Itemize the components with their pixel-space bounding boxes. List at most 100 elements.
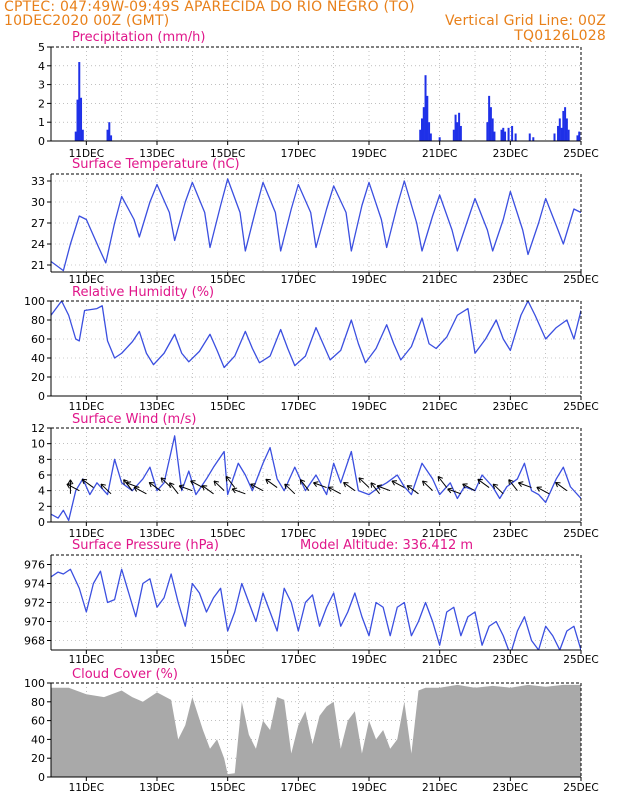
precip-bar bbox=[426, 95, 429, 141]
wind-arrow bbox=[67, 479, 74, 494]
y-tick-label: 40 bbox=[31, 352, 45, 365]
y-tick-label: 974 bbox=[24, 578, 45, 591]
x-tick-label: 21DEC bbox=[422, 274, 457, 286]
panel-title-pressure: Surface Pressure (hPa) bbox=[72, 538, 219, 553]
y-tick-label: 40 bbox=[31, 733, 45, 746]
x-tick-label: 21DEC bbox=[422, 654, 457, 666]
wind-arrow bbox=[231, 487, 246, 495]
precip-bar bbox=[429, 133, 432, 141]
wind-arrow bbox=[133, 486, 147, 495]
x-tick-label: 21DEC bbox=[422, 148, 457, 160]
x-tick-label: 11DEC bbox=[69, 528, 104, 540]
x-tick-label: 15DEC bbox=[210, 274, 245, 286]
series-pressure bbox=[51, 568, 581, 650]
precip-bar bbox=[507, 127, 510, 141]
y-tick-label: 968 bbox=[24, 635, 45, 648]
panel-title-rh: Relative Humidity (%) bbox=[72, 285, 214, 300]
x-tick-label: 15DEC bbox=[210, 528, 245, 540]
precip-bar bbox=[578, 131, 581, 141]
series-line-temp bbox=[51, 178, 581, 272]
y-tick-label: 3 bbox=[38, 79, 45, 92]
wind-arrow bbox=[422, 480, 433, 492]
x-tick-label: 15DEC bbox=[210, 401, 245, 413]
x-tick-label: 25DEC bbox=[563, 274, 598, 286]
precip-bar bbox=[500, 129, 503, 141]
x-tick-label: 11DEC bbox=[69, 401, 104, 413]
wind-arrows bbox=[66, 476, 568, 495]
precip-bar bbox=[558, 118, 561, 141]
x-tick-label: 17DEC bbox=[281, 782, 316, 794]
wind-arrow bbox=[66, 483, 80, 492]
wind-arrow bbox=[358, 477, 370, 488]
x-tick-label: 17DEC bbox=[281, 654, 316, 666]
series-line-rh bbox=[51, 301, 581, 369]
precip-bar bbox=[562, 110, 565, 141]
y-tick-label: 100 bbox=[24, 295, 45, 308]
y-tick-label: 60 bbox=[31, 715, 45, 728]
y-tick-label: 20 bbox=[31, 752, 45, 765]
x-tick-label: 15DEC bbox=[210, 148, 245, 160]
series-rh bbox=[51, 301, 581, 369]
precip-bar bbox=[486, 122, 489, 141]
precip-bar bbox=[81, 129, 84, 141]
y-tick-label: 80 bbox=[31, 314, 45, 327]
y-tick-label: 4 bbox=[38, 60, 45, 73]
y-tick-label: 33 bbox=[31, 175, 45, 188]
x-tick-label: 13DEC bbox=[139, 401, 174, 413]
y-tick-label: 2 bbox=[38, 97, 45, 110]
precip-bar bbox=[553, 133, 556, 141]
y-tick-label: 1 bbox=[38, 116, 45, 129]
precip-bar bbox=[110, 135, 113, 141]
x-tick-label: 25DEC bbox=[563, 654, 598, 666]
x-tick-label: 13DEC bbox=[139, 528, 174, 540]
wind-arrow bbox=[536, 486, 550, 495]
x-tick-label: 21DEC bbox=[422, 528, 457, 540]
x-tick-label: 17DEC bbox=[281, 528, 316, 540]
y-tick-label: 20 bbox=[31, 371, 45, 384]
y-tick-label: 21 bbox=[31, 259, 45, 272]
precip-bar bbox=[459, 125, 462, 141]
precip-bar bbox=[576, 135, 579, 141]
precip-bar bbox=[564, 107, 567, 141]
panel-precip: Precipitation (mm/h) 0 1 2 3 4 5 11DEC 13DEC 15DE… bbox=[38, 30, 599, 160]
panel-title-temp: Surface Temperature (nC) bbox=[72, 157, 240, 172]
x-tick-label: 19DEC bbox=[351, 782, 386, 794]
y-tick-label: 10 bbox=[31, 438, 45, 451]
x-tick-label: 11DEC bbox=[69, 654, 104, 666]
wind-arrow bbox=[555, 481, 568, 492]
x-tick-label: 25DEC bbox=[563, 528, 598, 540]
precip-bar bbox=[74, 131, 77, 141]
wind-arrow bbox=[462, 483, 476, 492]
x-tick-label: 23DEC bbox=[493, 528, 528, 540]
x-tick-label: 25DEC bbox=[563, 401, 598, 413]
precip-bar bbox=[78, 62, 81, 141]
y-tick-label: 0 bbox=[38, 771, 45, 784]
header-date: 10DEC2020 00Z (GMT) bbox=[4, 13, 170, 29]
y-tick-label: 970 bbox=[24, 616, 45, 629]
x-tick-label: 15DEC bbox=[210, 782, 245, 794]
wind-arrow bbox=[391, 480, 405, 488]
precip-bar bbox=[458, 112, 461, 141]
precip-bar bbox=[565, 118, 568, 141]
y-tick-label: 8 bbox=[38, 453, 45, 466]
precip-bar bbox=[560, 127, 563, 141]
wind-arrow bbox=[370, 482, 380, 495]
wind-arrow bbox=[376, 484, 391, 492]
x-tick-label: 17DEC bbox=[281, 401, 316, 413]
x-tick-label: 13DEC bbox=[139, 654, 174, 666]
x-tick-label: 19DEC bbox=[351, 401, 386, 413]
wind-arrow bbox=[190, 480, 204, 488]
precip-bar bbox=[438, 137, 441, 141]
precip-bar bbox=[532, 137, 535, 141]
wind-arrow bbox=[100, 483, 112, 495]
panel-title-precip: Precipitation (mm/h) bbox=[72, 30, 205, 45]
y-tick-label: 80 bbox=[31, 696, 45, 709]
x-tick-label: 11DEC bbox=[69, 274, 104, 286]
y-tick-label: 27 bbox=[31, 217, 45, 230]
panel-cloud: Cloud Cover (%) 0 20 40 60 80 100 11DEC 13DEC 15D… bbox=[24, 667, 599, 794]
y-tick-label: 972 bbox=[24, 597, 45, 610]
x-tick-label: 17DEC bbox=[281, 274, 316, 286]
wind-arrow bbox=[225, 476, 236, 488]
y-tick-label: 976 bbox=[24, 559, 45, 572]
